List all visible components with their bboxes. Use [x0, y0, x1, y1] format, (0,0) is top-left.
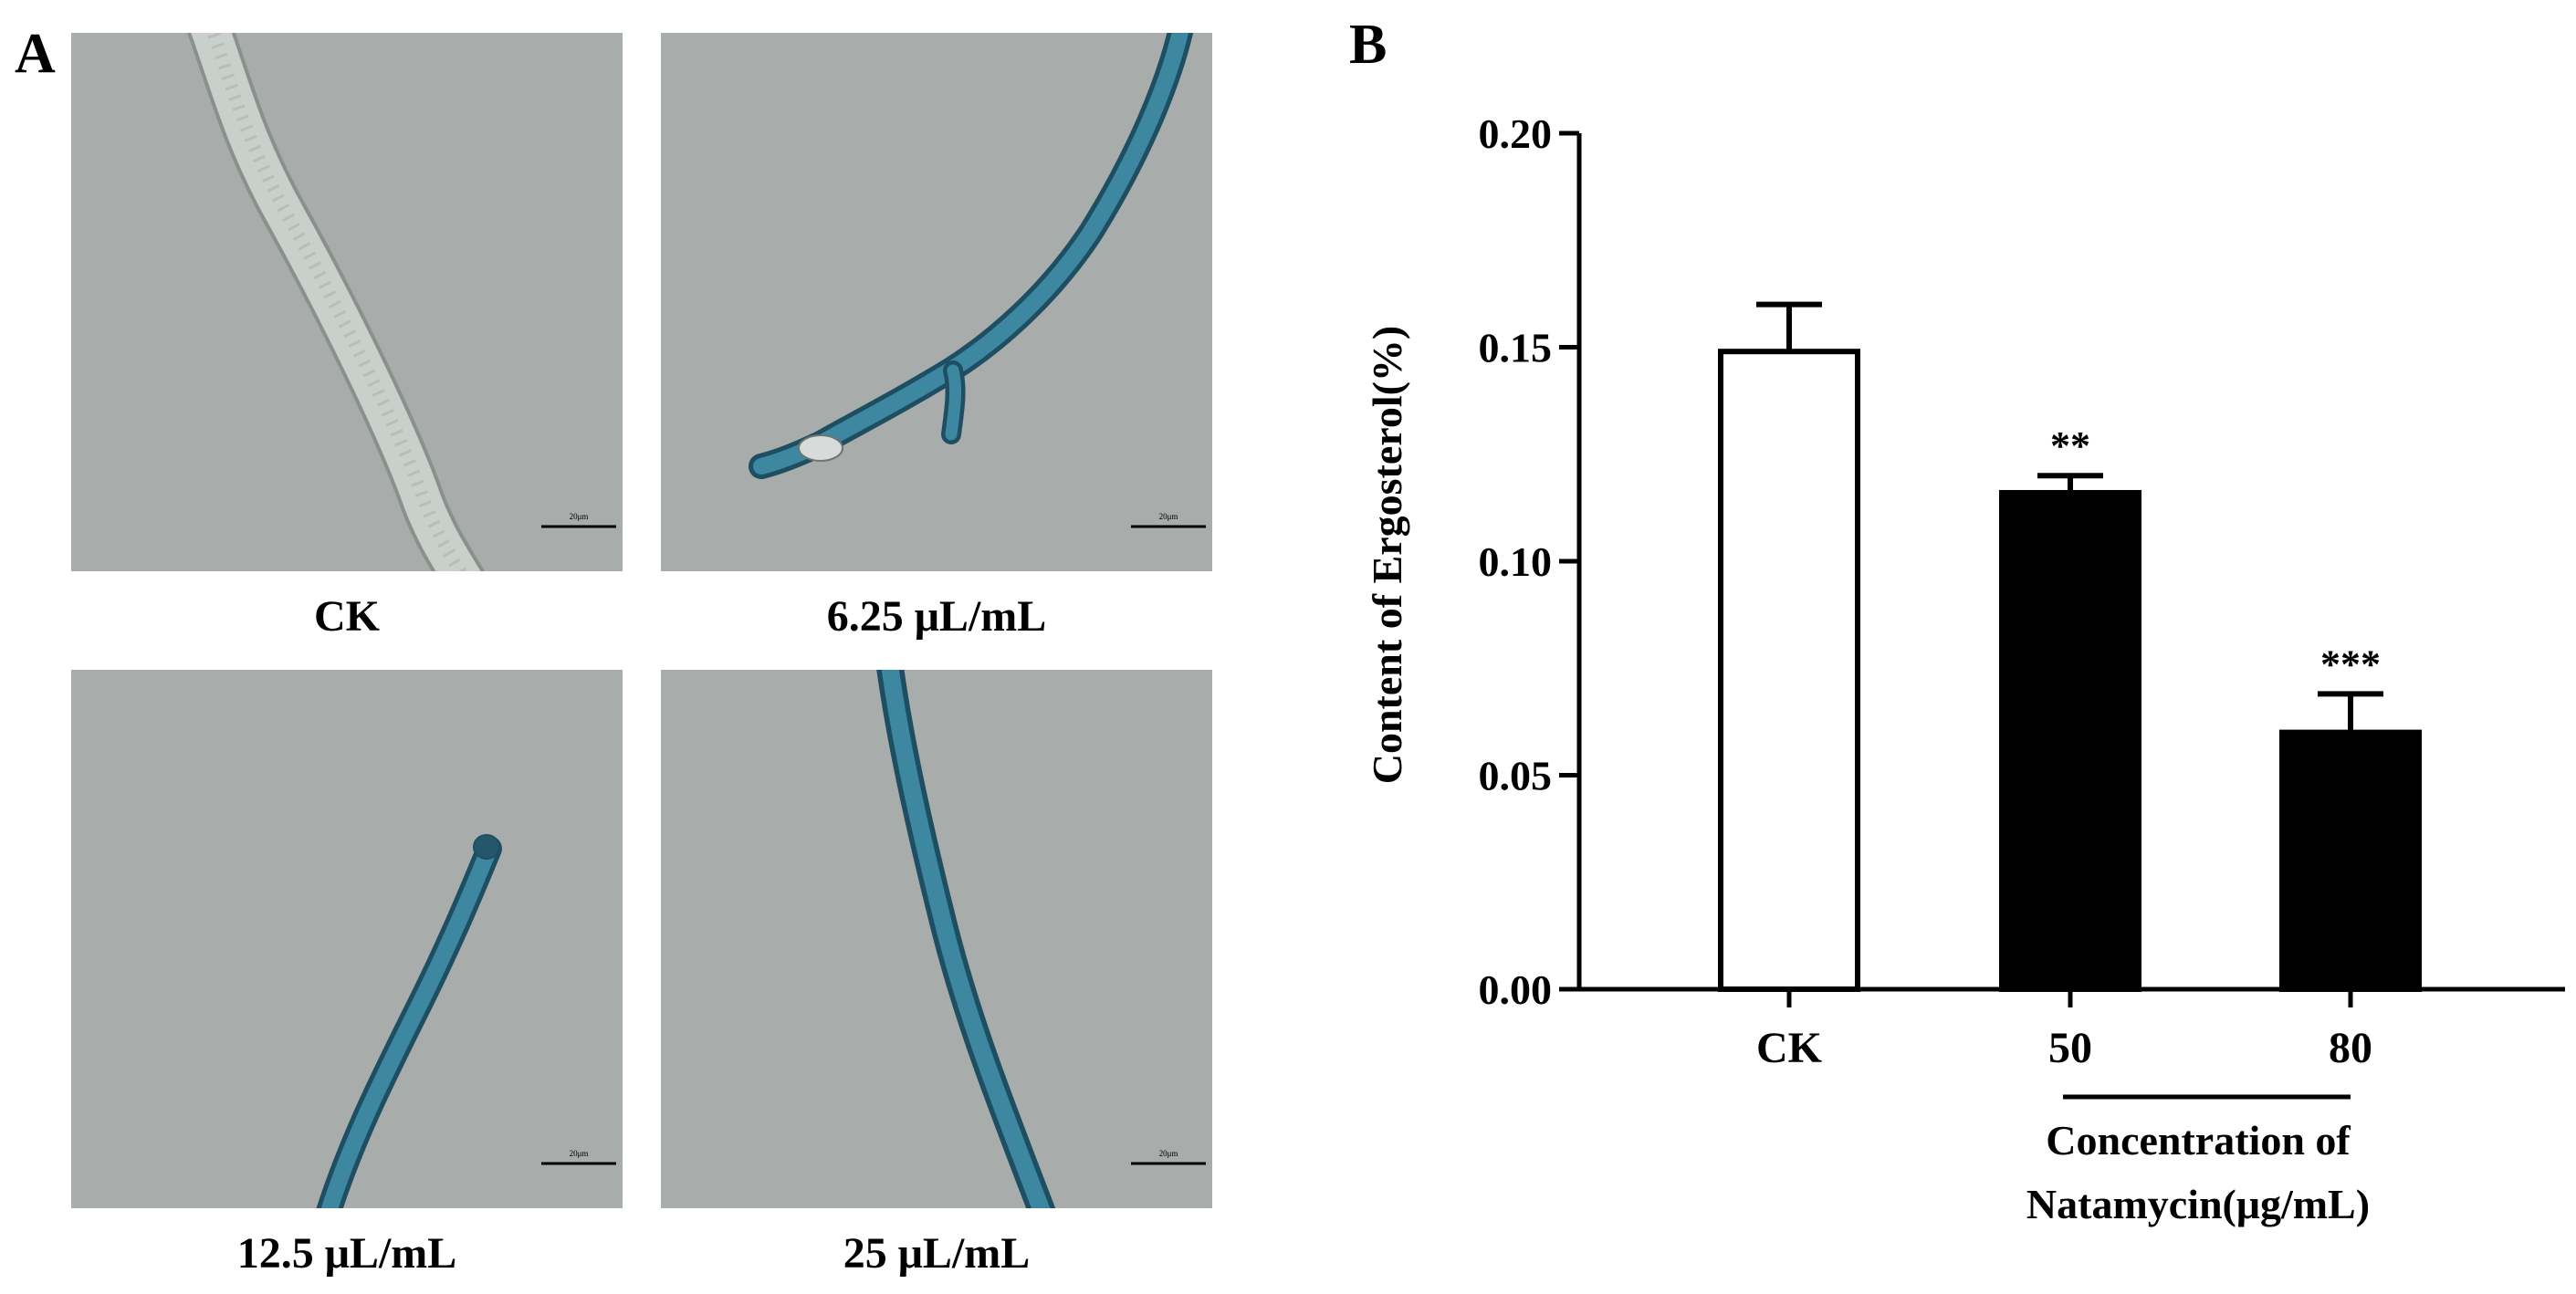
x-axis: CK 50 80	[1579, 986, 2565, 1072]
caption-ck: CK	[314, 592, 380, 641]
scale-bar-label: 20μm	[1159, 512, 1178, 521]
bar-80	[2279, 729, 2422, 992]
micrograph-6-25: 20μm	[661, 33, 1212, 571]
hypha-6-25-drawing: 20μm	[749, 33, 1206, 528]
bar-50	[1999, 489, 2141, 992]
y-tick-label: 0.15	[1479, 325, 1553, 371]
scale-bar-label: 20μm	[570, 512, 589, 521]
hypha-12-5-drawing: 20μm	[316, 834, 616, 1208]
panel-b-label: B	[1349, 14, 1387, 76]
scale-bar-label: 20μm	[570, 1149, 589, 1158]
x-axis-label-line-1: Concentration of	[2046, 1117, 2351, 1164]
caption-12-5: 12.5 μL/mL	[236, 1229, 457, 1278]
x-tick-label-50: 50	[2048, 1024, 2092, 1072]
y-tick-label: 0.05	[1479, 753, 1553, 799]
caption-25: 25 μL/mL	[843, 1229, 1031, 1278]
x-tick-label-CK: CK	[1756, 1024, 1822, 1072]
x-tick-label-80: 80	[2329, 1024, 2372, 1072]
hypha-25-drawing: 20μm	[876, 670, 1206, 1208]
micrograph-25: 20μm	[661, 670, 1212, 1208]
significance-label-50: **	[2050, 423, 2090, 468]
bar-CK	[1718, 349, 1860, 992]
ergosterol-bar-chart: 0.000.050.100.150.20 CK 50 80 ***** Conten…	[1364, 110, 2565, 1227]
hypha-ck-drawing: 20μm	[187, 33, 616, 571]
significance-label-80: ***	[2320, 642, 2381, 686]
bars: *****	[1718, 301, 2422, 992]
x-axis-label-line-2: Natamycin(μg/mL)	[2026, 1181, 2370, 1227]
y-tick-label: 0.10	[1479, 538, 1553, 585]
micrograph-12-5: 20μm	[71, 670, 623, 1208]
micrograph-ck: 20μm	[71, 33, 623, 571]
y-tick-label: 0.00	[1479, 966, 1553, 1013]
panel-a-label: A	[15, 23, 56, 85]
caption-6-25: 6.25 μL/mL	[826, 592, 1047, 641]
y-tick-label: 0.20	[1479, 110, 1553, 157]
y-axis-label: Content of Ergosterol(%)	[1364, 326, 1410, 785]
scale-bar-label: 20μm	[1159, 1149, 1178, 1158]
y-axis: 0.00 0.05 0.10 0.15 0.20	[1479, 110, 1582, 1013]
